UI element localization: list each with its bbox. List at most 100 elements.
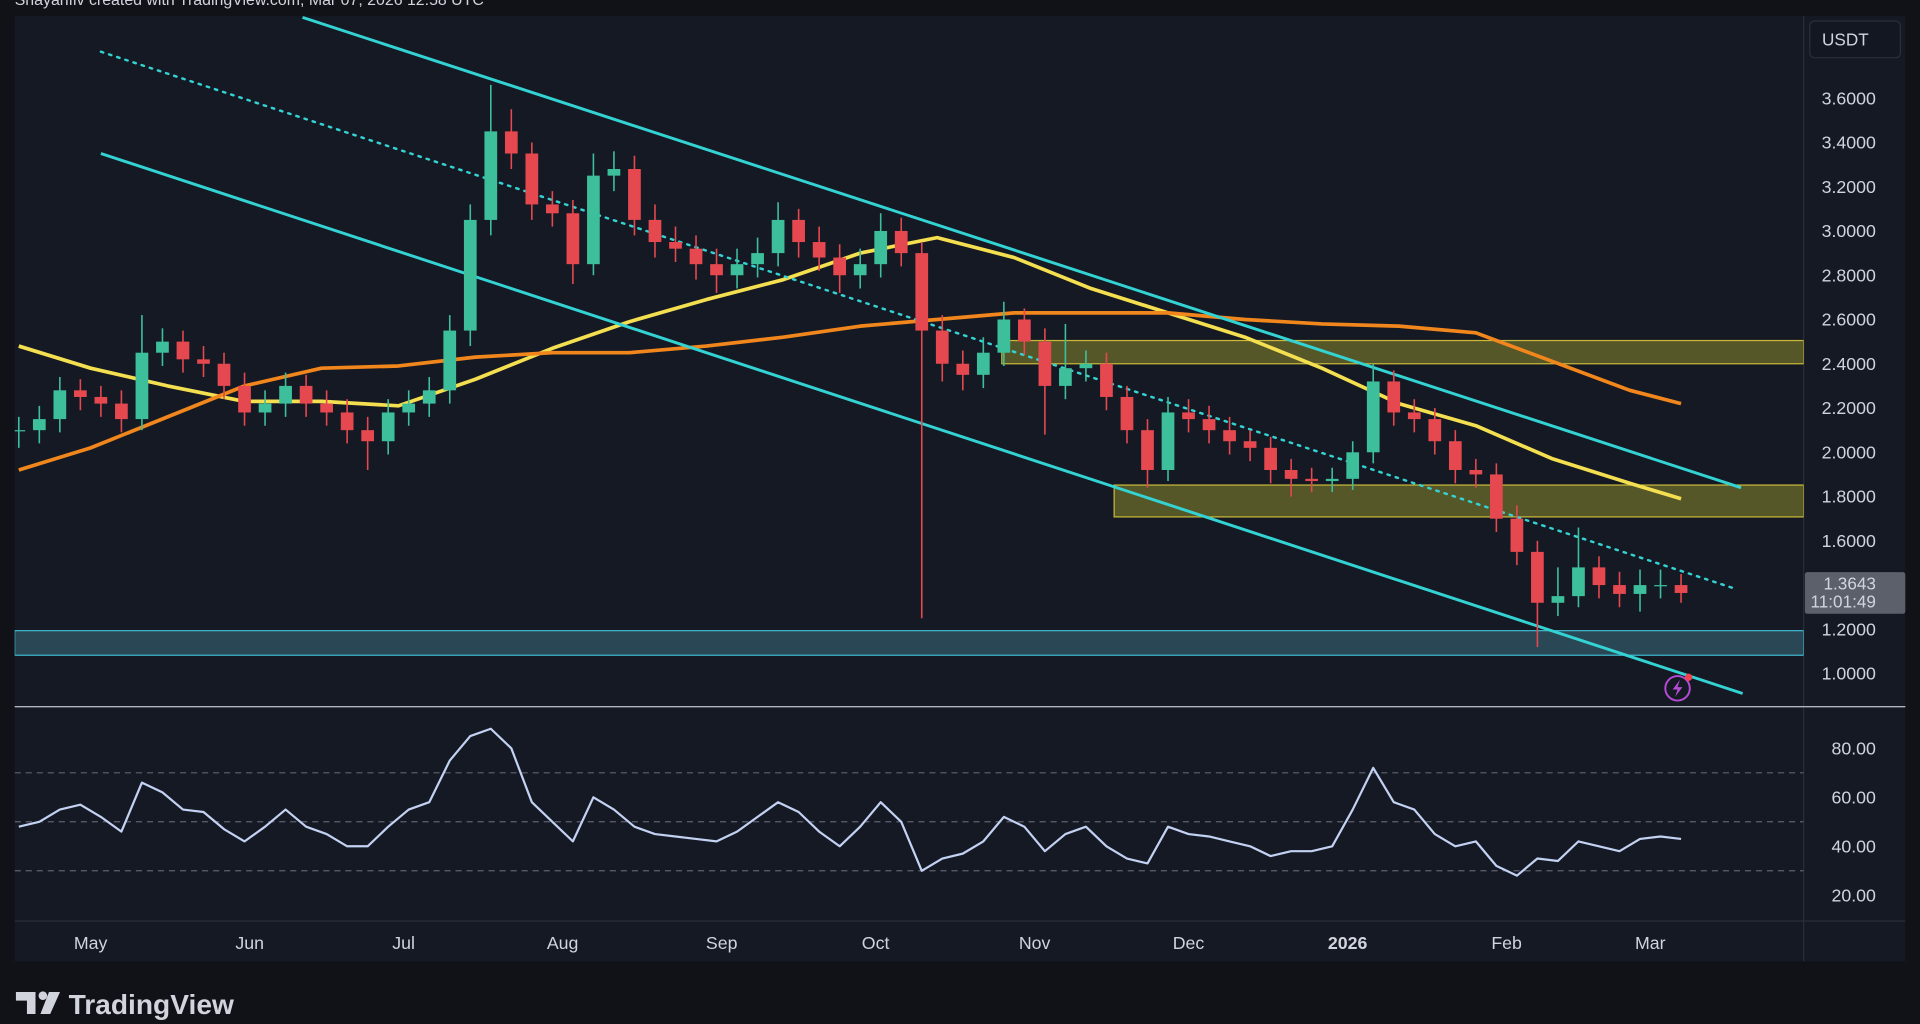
candle-body [1243,441,1257,448]
candle-body [197,359,210,364]
candle-body [443,330,457,391]
candle-body [1613,585,1626,594]
zone [14,630,1804,656]
y-tick-label: 1.6000 [1822,531,1876,551]
candle-body [115,403,128,420]
candle-body [320,403,333,413]
y-tick-label: 80.00 [1831,738,1876,758]
author-credit: Shayanfiv created with TradingView.com, … [15,0,484,9]
candle-body [1079,363,1093,369]
candle-body [1325,478,1339,482]
candle-body [1387,381,1401,413]
candle-body [504,131,518,154]
candle-body [422,390,436,404]
moving-average [18,311,1682,472]
y-tick-label: 2.6000 [1822,310,1876,330]
y-tick-label: 1.2000 [1822,619,1876,639]
candle-body [997,319,1011,353]
candle-body [217,363,231,386]
candle-body [1120,396,1134,431]
candle-body [1182,412,1195,420]
zone [1001,339,1804,365]
candle-body [587,175,600,265]
candle-body [1018,319,1031,342]
candle-body [135,352,149,420]
x-tick-label: Feb [1491,933,1522,953]
countdown: 11:01:49 [1811,592,1876,612]
candle-body [812,242,826,258]
candle-body [1633,585,1647,594]
y-tick-label: 2.8000 [1822,265,1876,285]
trendline [302,16,1742,490]
candle-body [1654,585,1667,587]
candle-body [94,396,108,404]
y-tick-label: 2.2000 [1822,398,1876,418]
candle-body [74,390,87,397]
candle-body [628,169,641,220]
candle-body [710,264,723,276]
candle-body [1428,419,1442,442]
candle-body [176,341,190,360]
candle-body [730,264,744,276]
y-tick-label: 1.0000 [1822,664,1876,684]
candle-body [894,230,908,254]
y-tick-label: 1.8000 [1822,487,1876,507]
x-tick-label: Jul [392,933,415,953]
candle-body [689,248,703,265]
candle-body [1551,596,1565,603]
candle-body [299,385,313,404]
candle-body [1407,412,1421,420]
last-price-box [1804,572,1906,614]
candle-body [361,430,375,442]
y-tick-label: 3.6000 [1822,88,1876,108]
candle-body [792,219,805,243]
candle-body [669,242,682,249]
candle-body [1448,441,1462,470]
candle-body [463,219,477,331]
candle-body [1141,430,1154,470]
candle-body [1469,469,1483,475]
last-price: 1.3643 [1824,573,1876,593]
logo-text: TradingView [69,989,234,1020]
x-tick-label: Sep [706,933,738,953]
currency-button[interactable] [1809,20,1902,59]
candle-body [238,385,251,413]
x-tick-label: Jun [235,933,264,953]
candle-body [1305,478,1319,482]
price-pane [14,16,1804,695]
candle-body [14,430,26,432]
candle-body [853,264,867,276]
candle-body [1038,341,1052,386]
candle-body [525,153,539,205]
x-tick-label: May [74,933,108,953]
x-tick-label: Nov [1019,933,1051,953]
alert-icon[interactable] [1664,673,1693,702]
candle-body [833,257,847,276]
y-tick-label: 3.2000 [1822,177,1876,197]
candle-body [648,219,662,243]
candle-body [381,412,395,442]
candle-body [566,213,580,265]
candle-body [340,412,354,431]
x-tick-label: 2026 [1328,933,1368,953]
y-tick-label: 40.00 [1831,836,1876,856]
candle-body [956,363,970,375]
candle-body [771,219,785,254]
y-tick-label: 2.4000 [1822,354,1876,374]
currency-label: USDT [1822,29,1869,49]
candle-body [1531,551,1544,603]
x-tick-label: Oct [862,933,890,953]
tradingview-logo: TradingView [15,989,234,1020]
candle-body [751,253,764,265]
candle-body [1510,518,1524,552]
x-tick-label: Mar [1635,933,1666,953]
candle-body [1059,368,1072,386]
x-tick-label: Aug [547,933,579,953]
candle-body [976,352,990,375]
rsi-pane [14,727,1804,877]
x-tick-label: Dec [1173,933,1205,953]
candle-body [279,385,292,404]
zone [1113,484,1804,518]
candle-body [1161,412,1175,470]
